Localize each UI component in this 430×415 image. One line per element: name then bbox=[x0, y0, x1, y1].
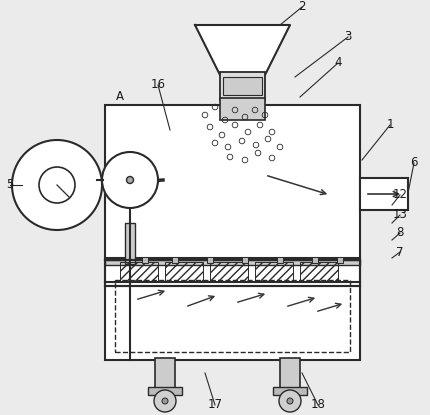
Text: 5: 5 bbox=[6, 178, 14, 191]
Bar bbox=[125, 223, 135, 264]
Bar bbox=[141, 257, 147, 263]
Circle shape bbox=[12, 140, 102, 230]
Bar bbox=[147, 387, 181, 395]
Circle shape bbox=[286, 398, 292, 404]
Text: A: A bbox=[116, 90, 124, 103]
Bar bbox=[280, 358, 299, 390]
Bar bbox=[272, 387, 306, 395]
Bar bbox=[120, 262, 158, 282]
Text: 16: 16 bbox=[150, 78, 165, 91]
Text: 4: 4 bbox=[334, 56, 341, 69]
Bar bbox=[105, 260, 359, 265]
Text: 2: 2 bbox=[298, 0, 305, 14]
Circle shape bbox=[162, 398, 168, 404]
Bar bbox=[115, 280, 349, 352]
Bar bbox=[219, 72, 264, 100]
Text: 12: 12 bbox=[392, 188, 406, 202]
Bar bbox=[105, 105, 359, 260]
Text: 1: 1 bbox=[385, 119, 393, 132]
Text: 8: 8 bbox=[396, 227, 403, 239]
Bar bbox=[299, 262, 337, 282]
Circle shape bbox=[102, 152, 158, 208]
Bar bbox=[165, 262, 203, 282]
Polygon shape bbox=[194, 25, 289, 75]
Bar bbox=[336, 257, 342, 263]
Bar bbox=[255, 262, 292, 282]
Bar bbox=[241, 257, 247, 263]
Text: 6: 6 bbox=[409, 156, 417, 169]
Text: 17: 17 bbox=[207, 398, 222, 412]
Bar bbox=[222, 77, 261, 95]
Bar bbox=[206, 257, 212, 263]
Bar bbox=[105, 260, 359, 286]
Bar bbox=[209, 262, 247, 282]
Circle shape bbox=[278, 390, 300, 412]
Bar bbox=[276, 257, 283, 263]
Bar bbox=[219, 98, 264, 120]
Text: 13: 13 bbox=[392, 208, 406, 222]
Bar bbox=[105, 258, 359, 360]
Text: 7: 7 bbox=[395, 246, 403, 259]
Bar bbox=[172, 257, 178, 263]
Bar bbox=[155, 358, 175, 390]
Circle shape bbox=[126, 176, 133, 183]
Bar bbox=[311, 257, 317, 263]
Circle shape bbox=[154, 390, 175, 412]
Bar bbox=[359, 178, 407, 210]
Text: 3: 3 bbox=[344, 30, 351, 44]
Text: 18: 18 bbox=[310, 398, 325, 412]
